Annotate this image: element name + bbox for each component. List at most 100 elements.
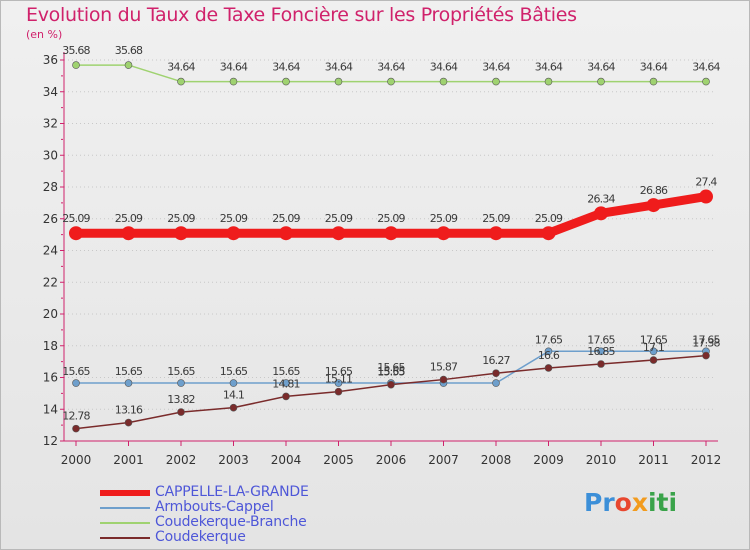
legend-swatch-coudekerque	[100, 537, 150, 539]
data-label: 34.64	[535, 61, 563, 74]
y-tick-label: 16	[43, 371, 58, 385]
data-label: 16.27	[482, 354, 510, 367]
legend-label-armbouts: Armbouts-Cappel	[155, 499, 274, 515]
data-label: 17.65	[692, 333, 720, 346]
data-label: 15.87	[430, 361, 458, 374]
data-point	[72, 379, 80, 387]
data-label: 15.65	[220, 365, 248, 378]
y-axis-unit: (en %)	[26, 28, 63, 41]
data-point	[69, 226, 83, 241]
data-label: 34.64	[692, 61, 720, 74]
proxiti-logo: Proxiti	[584, 488, 677, 517]
data-point	[334, 387, 343, 396]
data-point	[436, 226, 451, 241]
data-label: 17.1	[643, 341, 664, 354]
data-point	[229, 403, 238, 412]
data-point	[492, 77, 500, 86]
data-label: 13.16	[115, 404, 143, 417]
data-point	[649, 347, 658, 356]
x-tick-label: 2008	[481, 453, 512, 467]
y-tick-label: 20	[43, 307, 58, 321]
data-point	[439, 77, 448, 86]
data-point	[541, 226, 556, 241]
data-label-extra: 15.65	[377, 361, 405, 374]
data-point	[334, 77, 343, 86]
data-point	[439, 375, 448, 384]
data-label: 34.64	[220, 61, 248, 74]
data-label: 17.65	[640, 333, 668, 346]
data-point	[649, 77, 658, 86]
data-label: 34.64	[430, 61, 458, 74]
y-tick-label: 24	[43, 244, 58, 258]
x-tick-label: 2000	[61, 453, 92, 467]
data-point	[702, 351, 710, 360]
x-tick-label: 2012	[691, 453, 722, 467]
data-point	[489, 226, 503, 241]
data-point	[384, 226, 398, 241]
data-label: 14.81	[272, 377, 300, 390]
data-label: 25.09	[535, 212, 563, 225]
data-point	[177, 408, 185, 416]
data-label: 15.65	[167, 365, 195, 378]
data-label: 34.64	[377, 61, 405, 74]
data-point	[72, 424, 80, 433]
legend: CAPPELLE-LA-GRANDE Armbouts-Cappel Coude…	[100, 484, 400, 545]
x-tick-label: 2003	[218, 453, 249, 467]
data-point	[177, 77, 185, 86]
data-label: 17.65	[535, 333, 563, 346]
legend-swatch-cappelle	[100, 490, 150, 496]
data-point	[492, 379, 500, 387]
data-label: 15.65	[377, 365, 405, 378]
data-point	[387, 77, 395, 86]
logo-part-1: Pr	[584, 488, 615, 517]
x-tick-label: 2002	[166, 453, 197, 467]
data-label: 17.38	[692, 337, 720, 350]
data-label: 25.09	[377, 212, 405, 225]
data-point	[229, 77, 238, 86]
data-label: 25.09	[272, 212, 300, 225]
data-point	[597, 360, 605, 368]
data-label: 34.64	[482, 61, 510, 74]
logo-part-2: o	[614, 488, 632, 517]
data-point	[226, 226, 241, 241]
data-point	[544, 364, 553, 372]
data-label: 12.78	[62, 410, 90, 423]
data-label: 25.09	[325, 212, 353, 225]
data-point	[279, 226, 293, 241]
data-point	[121, 226, 136, 241]
data-point	[702, 77, 710, 86]
data-point	[124, 418, 133, 427]
x-tick-label: 2007	[428, 453, 459, 467]
data-point	[597, 347, 605, 356]
data-point	[282, 379, 290, 387]
data-point	[594, 206, 608, 221]
data-point	[699, 189, 713, 204]
legend-swatch-armbouts	[100, 507, 150, 509]
x-tick-label: 2011	[638, 453, 669, 467]
data-point	[492, 369, 500, 378]
data-label: 25.09	[62, 212, 90, 225]
y-tick-label: 12	[43, 434, 58, 448]
data-label: 27.4	[695, 176, 717, 189]
legend-label-coudekerque-branche: Coudekerque-Branche	[155, 514, 307, 530]
data-point	[649, 356, 658, 364]
data-label: 17.65	[587, 333, 615, 346]
y-tick-label: 36	[43, 53, 58, 67]
data-label: 15.65	[62, 365, 90, 378]
data-point	[282, 392, 290, 401]
y-tick-label: 32	[43, 117, 58, 131]
data-point	[597, 77, 605, 86]
data-label: 25.09	[220, 212, 248, 225]
logo-part-3: x	[631, 488, 648, 517]
y-tick-label: 18	[43, 339, 58, 353]
data-point	[229, 379, 238, 387]
legend-label-cappelle: CAPPELLE-LA-GRANDE	[155, 484, 309, 500]
data-label: 34.64	[272, 61, 300, 74]
data-point	[282, 77, 290, 86]
legend-item-coudekerque: Coudekerque	[100, 529, 400, 545]
data-point	[387, 380, 395, 389]
logo-part-4: iti	[647, 488, 678, 517]
x-tick-label: 2010	[586, 453, 617, 467]
data-label: 15.65	[325, 365, 353, 378]
